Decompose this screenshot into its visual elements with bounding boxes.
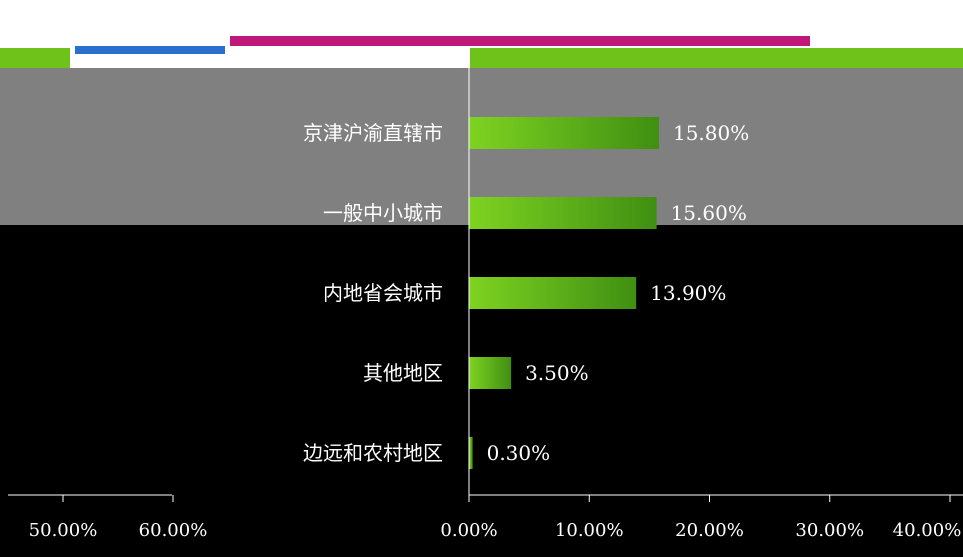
value-label-3: 3.50% xyxy=(525,361,589,385)
bar-4 xyxy=(469,437,473,469)
header-decor-green-left xyxy=(0,48,70,68)
header-decor-magenta xyxy=(230,36,810,46)
x-tick-label-0: 0.00% xyxy=(440,520,497,541)
extra-tick-label-1: 60.00% xyxy=(139,520,208,541)
bar-1 xyxy=(469,197,657,229)
chart-header-strip xyxy=(0,0,963,68)
extra-tick-label-0: 50.00% xyxy=(29,520,98,541)
category-label-1: 一般中小城市 xyxy=(323,201,443,225)
bar-2 xyxy=(469,277,637,309)
value-label-1: 15.60% xyxy=(671,201,747,225)
header-decor-green-right xyxy=(470,48,963,68)
category-label-4: 边远和农村地区 xyxy=(303,441,443,465)
value-label-4: 0.30% xyxy=(487,441,551,465)
category-label-3: 其他地区 xyxy=(363,361,443,385)
x-tick-label-4: 40.00% xyxy=(893,520,962,541)
bar-3 xyxy=(469,357,512,389)
x-tick-label-3: 30.00% xyxy=(795,520,864,541)
x-tick-label-1: 10.00% xyxy=(555,520,624,541)
x-tick-label-2: 20.00% xyxy=(675,520,744,541)
category-label-2: 内地省会城市 xyxy=(323,281,443,305)
header-decor-blue xyxy=(75,46,225,54)
bar-0 xyxy=(469,117,659,149)
category-label-0: 京津沪渝直辖市 xyxy=(303,121,443,145)
value-label-0: 15.80% xyxy=(673,121,749,145)
value-label-2: 13.90% xyxy=(650,281,726,305)
